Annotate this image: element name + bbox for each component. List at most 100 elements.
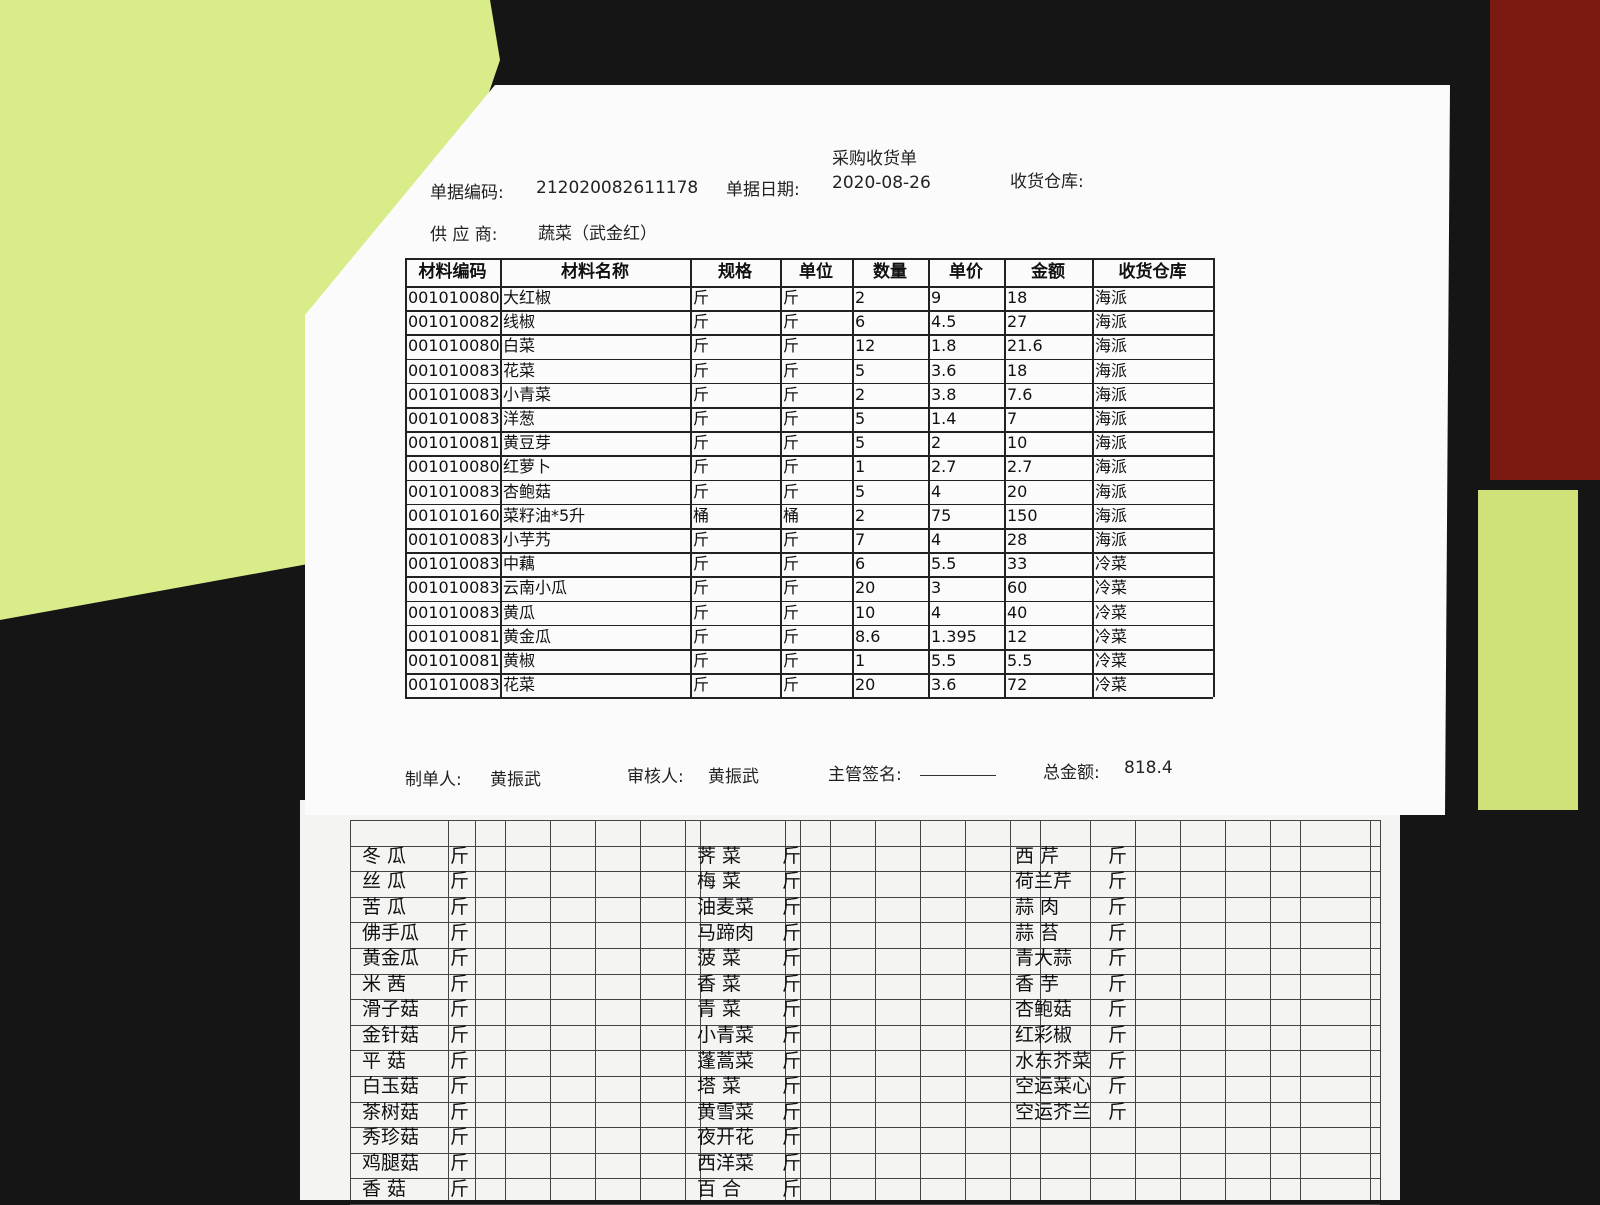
table-cell: 斤 xyxy=(783,530,800,549)
item-unit: 斤 xyxy=(782,998,802,1021)
item-unit: 斤 xyxy=(782,1100,802,1123)
item-unit: 斤 xyxy=(1108,1049,1128,1072)
grid-line xyxy=(350,820,1380,821)
table-cell: 1 xyxy=(855,651,866,670)
item-unit: 斤 xyxy=(1108,844,1128,867)
table-border xyxy=(405,576,1213,578)
grid-line xyxy=(350,820,351,1200)
table-cell: 云南小瓜 xyxy=(503,578,568,598)
table-cell: 21.6 xyxy=(1007,336,1043,356)
table-cell: 1.395 xyxy=(931,626,977,646)
item-name: 青 菜 xyxy=(697,998,742,1021)
table-cell: 28 xyxy=(1007,530,1028,549)
supplier-label: 供 应 商: xyxy=(430,225,498,245)
grid-line xyxy=(685,820,686,1200)
item-unit: 斤 xyxy=(782,1049,802,1072)
table-border xyxy=(405,310,1213,312)
supervisor-label: 主管签名: xyxy=(828,765,902,785)
table-cell: 斤 xyxy=(693,675,710,695)
table-cell: 海派 xyxy=(1095,288,1128,307)
table-border xyxy=(405,697,1213,699)
table-cell: 7 xyxy=(855,530,866,549)
table-cell: 8.6 xyxy=(855,626,881,646)
item-name: 金针菇 xyxy=(362,1024,420,1046)
grid-line xyxy=(785,820,786,1200)
item-unit: 斤 xyxy=(782,972,802,995)
grid-line xyxy=(350,1127,1380,1129)
table-cell: 斤 xyxy=(693,336,710,356)
grid-line xyxy=(1090,820,1091,1200)
item-name: 夜开花 xyxy=(697,1126,755,1149)
table-cell: 斤 xyxy=(783,384,800,404)
table-cell: 海派 xyxy=(1095,530,1128,549)
table-cell: 2 xyxy=(931,433,942,453)
item-name: 空运芥兰 xyxy=(1015,1100,1092,1123)
table-border xyxy=(405,552,1213,554)
table-cell: 10 xyxy=(1007,433,1028,453)
item-unit: 斤 xyxy=(1108,896,1128,918)
item-unit: 斤 xyxy=(450,1075,470,1098)
item-unit: 斤 xyxy=(1108,921,1128,944)
item-unit: 斤 xyxy=(450,1126,470,1149)
table-cell: 斤 xyxy=(693,312,710,332)
table-border xyxy=(1004,258,1006,698)
item-unit: 斤 xyxy=(450,1177,470,1200)
grid-line xyxy=(1180,820,1181,1200)
grid-line xyxy=(350,999,1380,1001)
table-cell: 海派 xyxy=(1095,336,1128,356)
table-cell: 桶 xyxy=(693,505,710,525)
column-header: 数量 xyxy=(873,262,907,282)
item-name: 冬 瓜 xyxy=(362,844,407,867)
table-cell: 5.5 xyxy=(931,554,957,574)
table-cell: 0010100828 xyxy=(408,312,500,332)
column-header: 收货仓库 xyxy=(1118,262,1187,282)
table-cell: 18 xyxy=(1007,288,1028,307)
item-unit: 斤 xyxy=(1108,972,1128,995)
table-border xyxy=(405,334,1213,336)
table-cell: 斤 xyxy=(693,530,710,549)
item-name: 水东芥菜 xyxy=(1015,1049,1092,1072)
grid-line xyxy=(350,1050,1380,1052)
table-border xyxy=(405,286,1213,288)
table-cell: 斤 xyxy=(693,384,710,404)
table-cell: 27 xyxy=(1007,312,1028,332)
table-border xyxy=(405,528,1213,530)
table-cell: 大红椒 xyxy=(503,288,552,307)
table-cell: 菜籽油*5升 xyxy=(503,505,586,525)
item-name: 佛手瓜 xyxy=(362,921,420,944)
table-cell: 海派 xyxy=(1095,409,1128,428)
table-cell: 1.4 xyxy=(931,409,957,428)
table-cell: 黄豆芽 xyxy=(503,433,552,453)
table-cell: 斤 xyxy=(693,409,710,428)
table-cell: 0010100800 xyxy=(408,336,500,356)
grid-line xyxy=(965,820,966,1200)
field-label: 单据编码: xyxy=(430,183,504,203)
grid-line xyxy=(350,1076,1380,1077)
table-cell: 20 xyxy=(1007,481,1028,501)
table-cell: 18 xyxy=(1007,360,1028,380)
table-cell: 斤 xyxy=(693,651,710,670)
item-name: 梅 菜 xyxy=(697,870,742,893)
table-cell: 2 xyxy=(855,505,866,525)
table-cell: 海派 xyxy=(1095,433,1128,453)
column-header: 材料编码 xyxy=(418,262,487,282)
table-cell: 斤 xyxy=(783,288,800,307)
table-cell: 0010100831 xyxy=(408,481,500,501)
table-cell: 斤 xyxy=(693,578,710,598)
table-cell: 3.6 xyxy=(931,675,957,695)
table-border xyxy=(780,258,782,698)
table-cell: 0010100833 xyxy=(408,409,500,428)
table-cell: 10 xyxy=(855,602,876,622)
table-cell: 斤 xyxy=(693,433,710,453)
table-cell: 桶 xyxy=(783,505,800,525)
item-unit: 斤 xyxy=(782,1075,802,1098)
table-cell: 4 xyxy=(931,481,942,501)
table-cell: 花菜 xyxy=(503,360,536,380)
table-cell: 0010100833 xyxy=(408,554,500,574)
item-name: 马蹄肉 xyxy=(697,921,755,944)
item-unit: 斤 xyxy=(1108,998,1128,1021)
item-name: 香 菇 xyxy=(362,1177,407,1200)
table-border xyxy=(1092,258,1094,698)
